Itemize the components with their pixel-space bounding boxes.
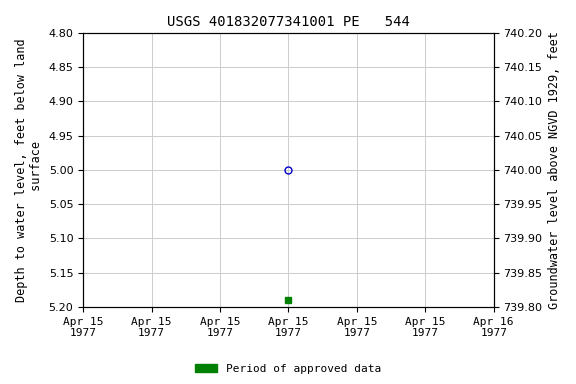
Title: USGS 401832077341001 PE   544: USGS 401832077341001 PE 544 bbox=[167, 15, 410, 29]
Y-axis label: Groundwater level above NGVD 1929, feet: Groundwater level above NGVD 1929, feet bbox=[548, 31, 561, 309]
Y-axis label: Depth to water level, feet below land
 surface: Depth to water level, feet below land su… bbox=[15, 38, 43, 302]
Legend: Period of approved data: Period of approved data bbox=[191, 359, 385, 379]
